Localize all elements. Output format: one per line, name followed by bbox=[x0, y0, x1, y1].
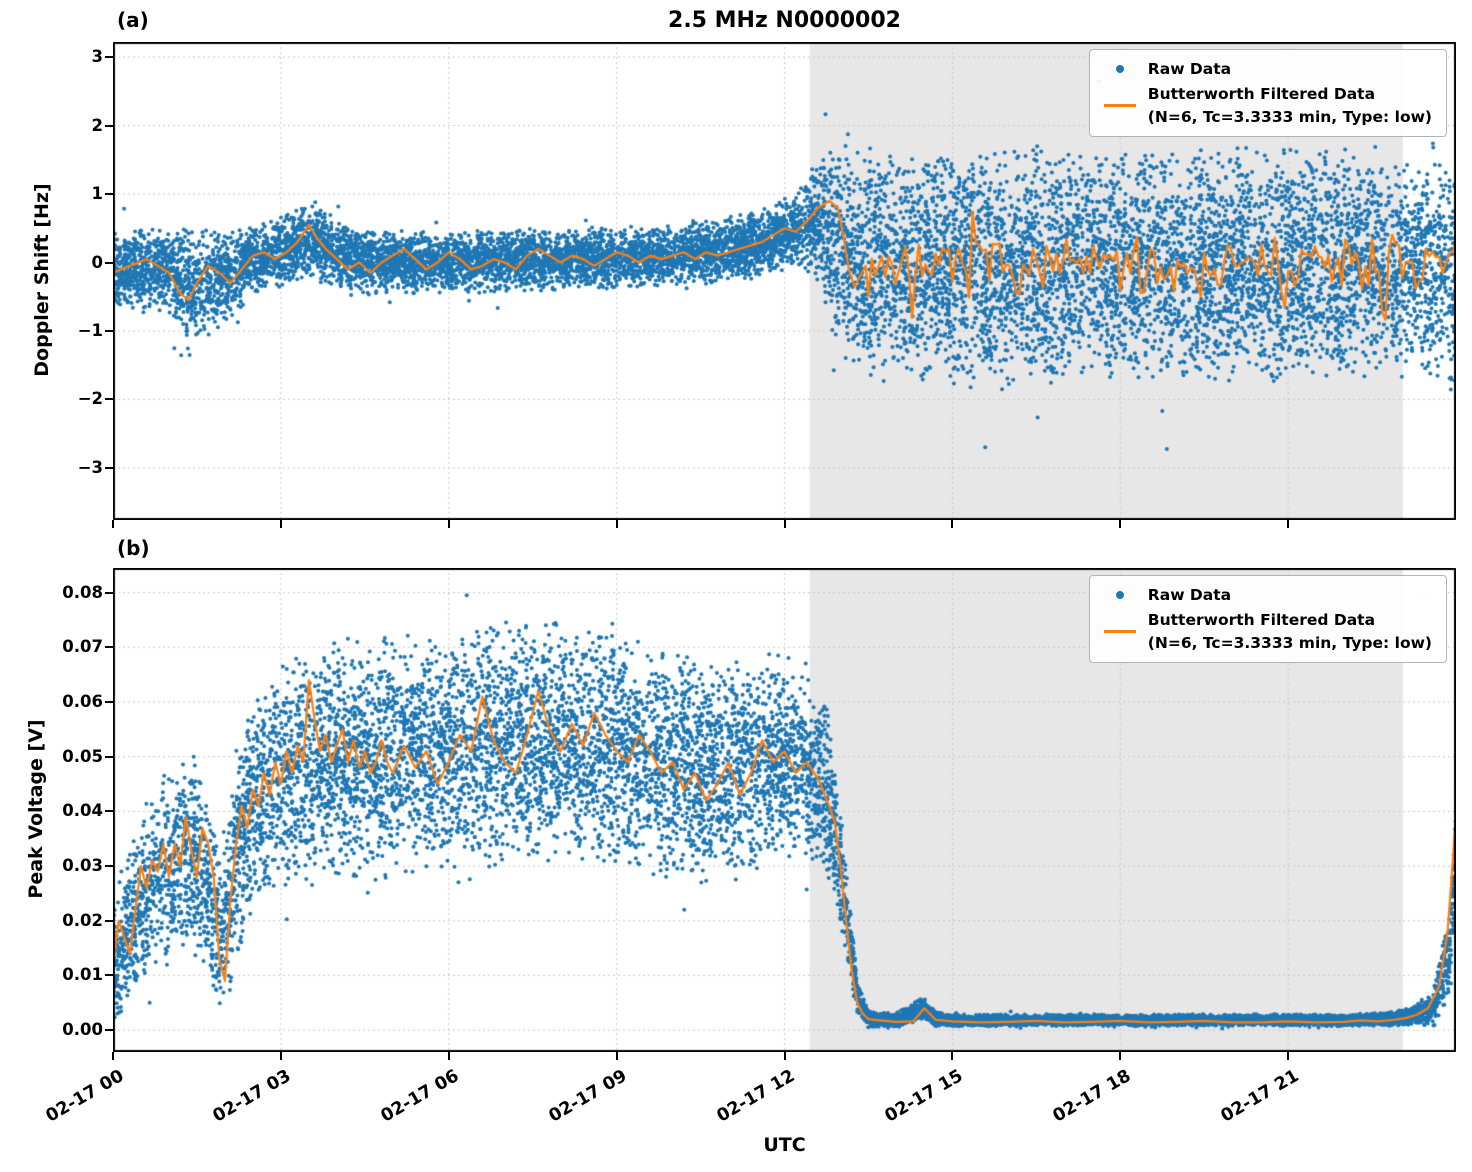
y-tick-mark bbox=[105, 974, 113, 977]
y-tick-mark bbox=[105, 919, 113, 922]
x-tick-mark bbox=[112, 1052, 114, 1060]
legend-filtered-sublabel: (N=6, Tc=3.3333 min, Type: low) bbox=[1147, 633, 1432, 652]
legend-filtered-label: Butterworth Filtered Data bbox=[1147, 85, 1376, 104]
x-tick-mark bbox=[1287, 520, 1290, 528]
y-tick-label: −3 bbox=[77, 457, 103, 477]
x-tick-label: 02-17 21 bbox=[1217, 1066, 1303, 1127]
x-tick-mark bbox=[615, 520, 618, 528]
y-tick-label: 0.04 bbox=[62, 801, 103, 821]
raw-data-marker-icon bbox=[1115, 591, 1124, 600]
y-tick-label: 0.07 bbox=[62, 637, 103, 657]
y-tick-label: 0 bbox=[91, 252, 103, 272]
doppler-shift-panel: Raw Data Butterworth Filtered Data (N=6,… bbox=[113, 42, 1456, 520]
x-tick-mark bbox=[1119, 520, 1122, 528]
y-tick-mark bbox=[105, 398, 113, 401]
y-tick-mark bbox=[105, 755, 113, 758]
y-tick-label: 0.08 bbox=[62, 582, 103, 602]
y-tick-mark bbox=[105, 193, 113, 196]
legend-raw-entry: Raw Data bbox=[1104, 58, 1432, 80]
y-tick-label: 2 bbox=[91, 115, 103, 135]
y-tick-label: −2 bbox=[77, 389, 103, 409]
x-tick-label: 02-17 00 bbox=[42, 1066, 127, 1127]
legend-filtered-label: Butterworth Filtered Data bbox=[1147, 611, 1376, 630]
y-tick-mark bbox=[105, 591, 113, 594]
y-tick-label: 0.06 bbox=[62, 691, 103, 711]
y-tick-mark bbox=[105, 124, 113, 127]
filtered-line-marker-icon bbox=[1103, 630, 1136, 634]
x-tick-mark bbox=[1287, 1052, 1290, 1060]
x-tick-label: 02-17 03 bbox=[210, 1066, 295, 1127]
x-tick-label: 02-17 12 bbox=[713, 1066, 799, 1127]
x-tick-mark bbox=[783, 520, 786, 528]
legend-b: Raw Data Butterworth Filtered Data (N=6,… bbox=[1088, 575, 1447, 664]
y-tick-label: 0.05 bbox=[62, 746, 103, 766]
legend-filtered-sublabel: (N=6, Tc=3.3333 min, Type: low) bbox=[1147, 107, 1432, 126]
x-tick-mark bbox=[279, 1052, 282, 1060]
y-tick-mark bbox=[105, 329, 113, 332]
x-tick-label: 02-17 09 bbox=[545, 1066, 631, 1127]
x-tick-label: 02-17 15 bbox=[881, 1066, 967, 1127]
x-tick-mark bbox=[783, 1052, 786, 1060]
y-tick-mark bbox=[105, 865, 113, 868]
filtered-line-marker-icon bbox=[1103, 104, 1136, 108]
x-tick-mark bbox=[951, 520, 954, 528]
x-tick-label: 02-17 06 bbox=[377, 1066, 463, 1127]
y-tick-mark bbox=[105, 1029, 113, 1032]
y-tick-label: 3 bbox=[91, 47, 103, 67]
legend-a: Raw Data Butterworth Filtered Data (N=6,… bbox=[1088, 49, 1447, 138]
legend-raw-label: Raw Data bbox=[1147, 60, 1232, 78]
y-tick-label: −1 bbox=[77, 320, 103, 340]
raw-data-marker-icon bbox=[1115, 65, 1124, 74]
x-tick-mark bbox=[1119, 1052, 1122, 1060]
y-tick-label: 0.02 bbox=[62, 910, 103, 930]
y-tick-label: 0.00 bbox=[62, 1020, 103, 1040]
panel-b-tag: (b) bbox=[117, 536, 150, 560]
x-tick-mark bbox=[112, 520, 114, 528]
y-tick-mark bbox=[105, 56, 113, 59]
x-tick-mark bbox=[279, 520, 282, 528]
y-tick-label: 0.01 bbox=[62, 965, 103, 985]
y-tick-mark bbox=[105, 466, 113, 469]
legend-raw-label: Raw Data bbox=[1147, 586, 1232, 604]
x-axis-label: UTC bbox=[763, 1134, 806, 1156]
figure-title: 2.5 MHz N0000002 bbox=[668, 8, 901, 33]
y-tick-mark bbox=[105, 646, 113, 649]
y-tick-mark bbox=[105, 261, 113, 264]
x-tick-label: 02-17 18 bbox=[1049, 1066, 1135, 1127]
legend-filtered-entry: Butterworth Filtered Data (N=6, Tc=3.333… bbox=[1103, 83, 1432, 128]
peak-voltage-panel: Raw Data Butterworth Filtered Data (N=6,… bbox=[113, 568, 1456, 1052]
y-tick-label: 1 bbox=[91, 184, 103, 204]
x-tick-mark bbox=[447, 520, 450, 528]
legend-raw-entry: Raw Data bbox=[1104, 584, 1432, 606]
x-tick-mark bbox=[447, 1052, 450, 1060]
x-tick-mark bbox=[615, 1052, 618, 1060]
y-tick-mark bbox=[105, 810, 113, 813]
x-tick-mark bbox=[951, 1052, 954, 1060]
legend-filtered-entry: Butterworth Filtered Data (N=6, Tc=3.333… bbox=[1103, 609, 1432, 654]
panel-a-tag: (a) bbox=[117, 8, 149, 32]
y-tick-mark bbox=[105, 700, 113, 703]
y-tick-label: 0.03 bbox=[62, 856, 103, 876]
